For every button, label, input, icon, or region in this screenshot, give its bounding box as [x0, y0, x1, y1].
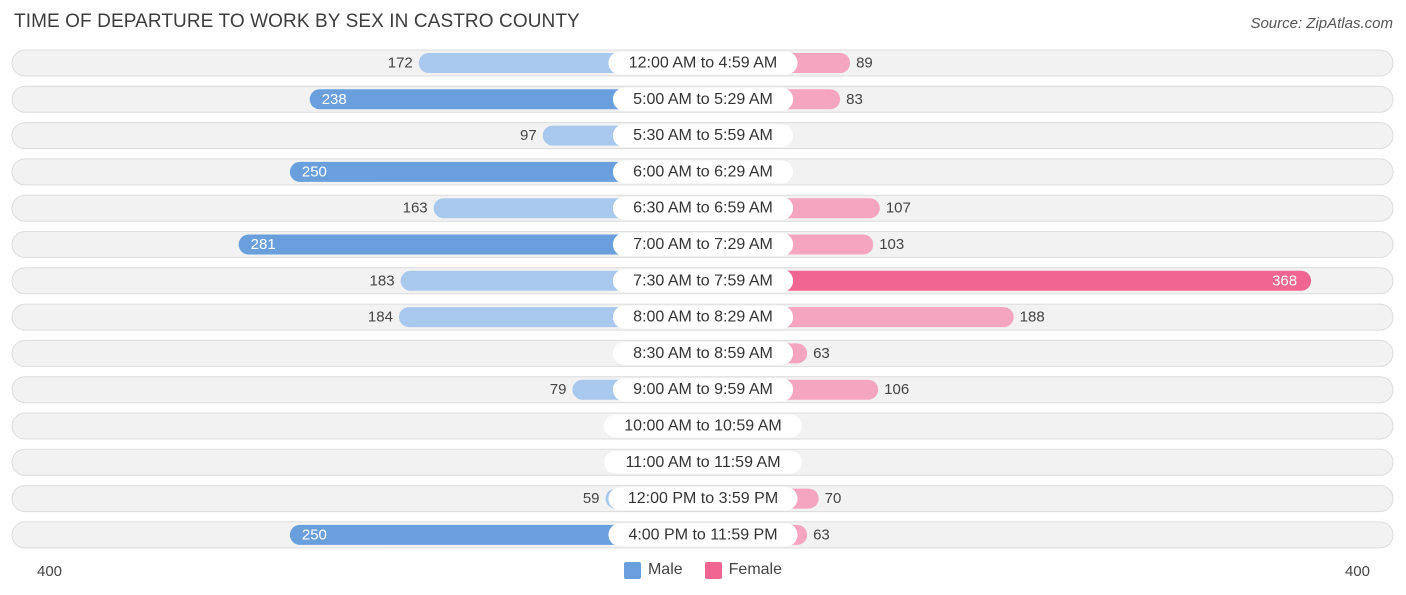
- male-bar[interactable]: [309, 89, 713, 110]
- category-label-pill: [612, 233, 794, 256]
- female-value-label: 63: [813, 526, 830, 543]
- category-label: 4:00 PM to 11:59 PM: [628, 526, 777, 543]
- legend-swatch-female: [704, 561, 722, 579]
- diverging-bar-chart: 172 89 12:00 AM to 4:59 AM 238 83 5:00 AM to …: [11, 49, 1394, 549]
- female-value-label: 63: [813, 345, 830, 362]
- category-label-pill: [608, 487, 798, 511]
- category-label: 8:30 AM to 8:59 AM: [633, 345, 773, 362]
- category-label: 10:00 AM to 10:59 AM: [624, 418, 781, 435]
- category-label-pill: [612, 341, 794, 365]
- category-label: 11:00 AM to 11:59 AM: [625, 454, 780, 471]
- axis-label-right: 400: [1344, 563, 1370, 580]
- legend-item-male[interactable]: Male: [623, 561, 683, 579]
- male-value-label: 184: [368, 309, 393, 326]
- male-value-label: 250: [302, 163, 327, 180]
- female-value-label: 103: [879, 236, 904, 253]
- male-value-label: 172: [388, 55, 413, 72]
- category-label-pill: [612, 378, 794, 402]
- category-label: 6:00 AM to 6:29 AM: [633, 163, 773, 180]
- category-label: 6:30 AM to 6:59 AM: [633, 200, 773, 217]
- female-value-label: 70: [825, 490, 842, 507]
- category-label-pill: [608, 523, 798, 547]
- category-label: 7:00 AM to 7:29 AM: [633, 236, 773, 253]
- source-label: Source: ZipAtlas.com: [1250, 15, 1393, 32]
- category-label-pill: [612, 269, 794, 293]
- legend: Male Female: [0, 561, 1406, 579]
- category-label: 7:30 AM to 7:59 AM: [633, 272, 773, 289]
- female-value-label: 188: [1020, 309, 1045, 326]
- male-value-label: 97: [520, 127, 537, 144]
- chart-title: TIME OF DEPARTURE TO WORK BY SEX IN CAST…: [14, 11, 580, 32]
- category-label: 12:00 PM to 3:59 PM: [628, 490, 778, 507]
- male-value-label: 59: [583, 490, 600, 507]
- category-label: 5:00 AM to 5:29 AM: [633, 91, 773, 108]
- category-label-pill: [612, 196, 794, 220]
- female-value-label: 83: [846, 91, 863, 108]
- axis-label-left: 400: [37, 563, 63, 580]
- category-label-pill: [608, 51, 798, 75]
- legend-label-male: Male: [647, 561, 683, 578]
- female-value-label: 106: [884, 381, 909, 398]
- male-bar[interactable]: [289, 524, 713, 545]
- category-label: 9:00 AM to 9:59 AM: [633, 381, 773, 398]
- male-bar[interactable]: [238, 234, 713, 255]
- category-label-pill: [612, 305, 794, 329]
- female-value-label: 89: [856, 55, 873, 72]
- category-label: 12:00 AM to 4:59 AM: [629, 55, 778, 72]
- category-label-pill: [604, 414, 802, 438]
- male-value-label: 163: [403, 200, 428, 217]
- male-value-label: 281: [251, 236, 276, 253]
- male-value-label: 238: [322, 91, 347, 108]
- female-value-label: 107: [886, 200, 911, 217]
- female-value-label: 368: [1272, 272, 1297, 289]
- male-value-label: 183: [370, 272, 395, 289]
- category-label: 8:00 AM to 8:29 AM: [633, 309, 773, 326]
- category-label-pill: [612, 160, 794, 184]
- legend-swatch-male: [623, 561, 641, 579]
- male-bar[interactable]: [289, 161, 713, 182]
- female-bar[interactable]: [693, 270, 1312, 291]
- legend-label-female: Female: [728, 561, 783, 578]
- category-label-pill: [612, 87, 794, 111]
- male-value-label: 250: [302, 526, 327, 543]
- legend-item-female[interactable]: Female: [704, 561, 783, 579]
- male-value-label: 79: [550, 381, 567, 398]
- category-label: 5:30 AM to 5:59 AM: [633, 127, 773, 144]
- category-label-pill: [612, 124, 794, 148]
- category-label-pill: [604, 450, 802, 474]
